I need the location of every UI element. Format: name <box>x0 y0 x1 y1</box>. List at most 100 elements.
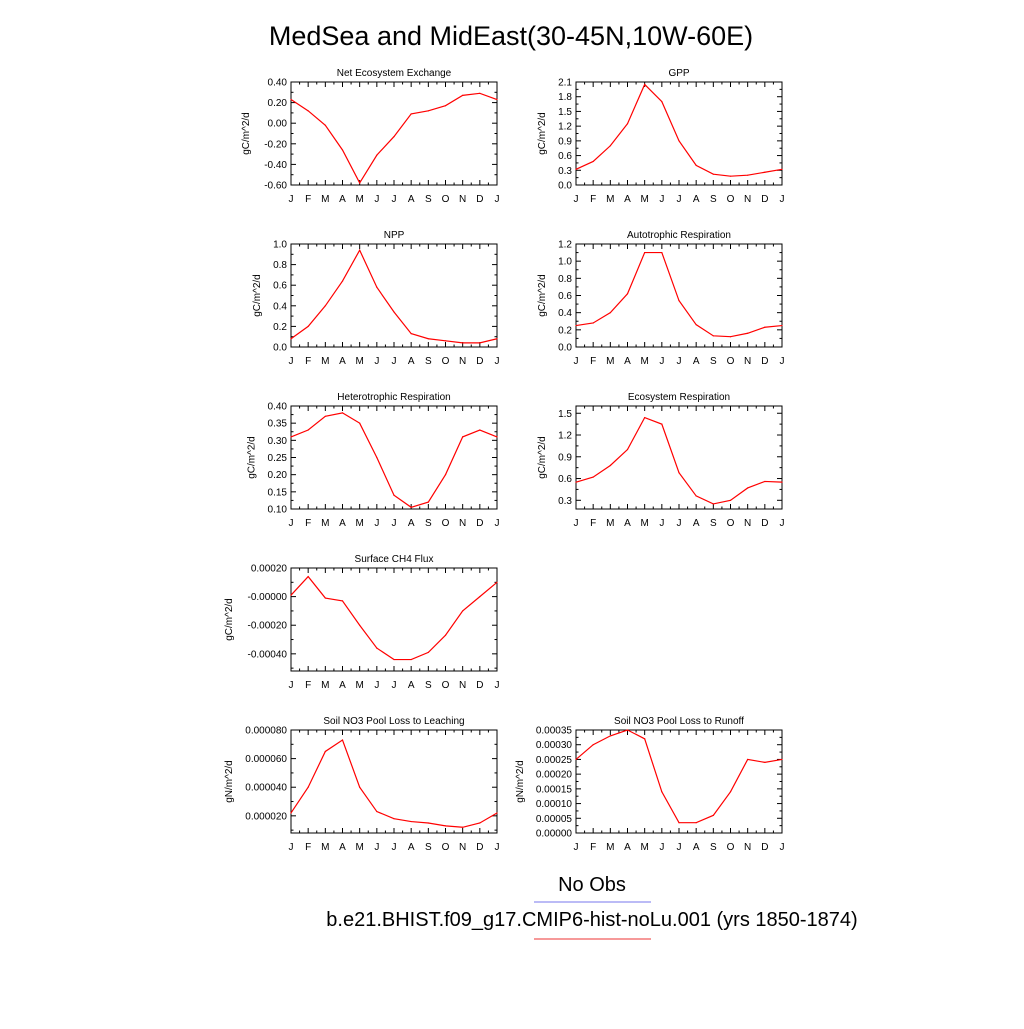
x-tick-label: N <box>459 356 466 367</box>
series-line <box>290 739 498 828</box>
y-tick-label: 0.35 <box>268 419 288 430</box>
y-tick-label: 0.000060 <box>245 754 287 765</box>
data-point <box>764 171 766 173</box>
y-tick-label: 0.00 <box>268 119 288 130</box>
x-tick-label: J <box>780 356 785 367</box>
x-tick-label: M <box>321 518 329 529</box>
x-tick-label: J <box>392 842 397 853</box>
y-tick-label: 1.2 <box>558 122 572 133</box>
x-tick-label: J <box>374 194 379 205</box>
y-tick-label: 0.3 <box>558 496 572 507</box>
x-tick-label: M <box>606 356 614 367</box>
y-tick-label: 1.5 <box>558 107 572 118</box>
x-tick-label: A <box>693 518 700 529</box>
y-tick-label: 0.2 <box>558 325 572 336</box>
panel-title: GPP <box>668 68 689 79</box>
y-tick-label: 0.00010 <box>536 799 573 810</box>
y-tick-label: 0.40 <box>268 402 288 413</box>
y-tick-label: 0.25 <box>268 453 288 464</box>
x-tick-label: F <box>305 518 311 529</box>
data-point <box>575 168 577 170</box>
x-tick-label: D <box>761 356 768 367</box>
x-tick-label: J <box>374 356 379 367</box>
x-tick-label: J <box>289 680 294 691</box>
data-point <box>712 173 714 175</box>
data-point <box>592 744 594 746</box>
data-point <box>307 786 309 788</box>
data-point <box>781 168 783 170</box>
y-tick-label: 0.00030 <box>536 740 573 751</box>
data-point <box>781 481 783 483</box>
x-tick-label: J <box>392 518 397 529</box>
x-tick-label: J <box>392 680 397 691</box>
data-point <box>341 412 344 414</box>
data-point <box>444 105 447 107</box>
x-tick-label: A <box>339 518 346 529</box>
data-point <box>290 98 292 101</box>
x-tick-label: J <box>780 842 785 853</box>
data-point <box>324 305 326 307</box>
data-point <box>307 429 309 431</box>
panel-title: Soil NO3 Pool Loss to Runoff <box>614 716 744 727</box>
x-tick-label: D <box>476 518 483 529</box>
y-tick-label: 0.00035 <box>536 726 573 737</box>
data-point <box>479 429 481 431</box>
data-point <box>410 333 412 335</box>
panel-frame <box>575 81 783 186</box>
data-point <box>376 810 378 813</box>
data-point <box>376 647 378 649</box>
panel-title: Net Ecosystem Exchange <box>337 68 452 79</box>
x-tick-label: D <box>761 518 768 529</box>
x-tick-label: M <box>355 194 363 205</box>
data-point <box>290 338 292 340</box>
y-axis-label: gC/m^2/d <box>241 112 252 155</box>
x-tick-label: N <box>459 518 466 529</box>
x-tick-label: S <box>425 194 432 205</box>
panel-frame <box>290 81 498 186</box>
x-tick-label: S <box>710 842 717 853</box>
y-axis-label: gC/m^2/d <box>537 112 548 155</box>
y-tick-label: 0.00020 <box>251 564 288 575</box>
data-point <box>661 423 663 425</box>
x-tick-label: M <box>355 356 363 367</box>
y-tick-label: 0.15 <box>268 487 288 498</box>
x-tick-label: F <box>305 194 311 205</box>
series-line <box>575 83 783 177</box>
panel-frame <box>575 729 783 834</box>
y-tick-label: -0.00020 <box>248 621 288 632</box>
y-tick-label: 0.00025 <box>536 755 573 766</box>
x-tick-label: F <box>305 680 311 691</box>
x-tick-label: J <box>289 356 294 367</box>
y-tick-label: 0.30 <box>268 436 288 447</box>
x-tick-label: J <box>574 356 579 367</box>
data-point <box>427 338 429 340</box>
x-tick-label: M <box>355 680 363 691</box>
data-point <box>410 506 412 508</box>
x-tick-label: J <box>495 518 500 529</box>
x-tick-label: S <box>425 518 432 529</box>
x-tick-label: F <box>305 356 311 367</box>
x-tick-label: J <box>495 356 500 367</box>
legend-obs-label: No Obs <box>558 874 626 896</box>
y-tick-label: -0.00000 <box>248 592 288 603</box>
x-tick-label: N <box>744 518 751 529</box>
x-tick-label: O <box>442 842 450 853</box>
data-point <box>444 474 447 476</box>
y-axis-label: gC/m^2/d <box>537 274 548 317</box>
y-tick-label: -0.20 <box>264 139 287 150</box>
x-tick-label: A <box>624 518 631 529</box>
x-tick-label: J <box>574 518 579 529</box>
x-tick-label: M <box>606 194 614 205</box>
x-tick-label: F <box>590 518 596 529</box>
data-point <box>341 149 344 151</box>
x-tick-label: J <box>659 842 664 853</box>
x-tick-label: J <box>289 518 294 529</box>
y-tick-label: 0.8 <box>273 260 287 271</box>
data-point <box>729 499 732 501</box>
data-point <box>575 481 577 483</box>
x-tick-label: M <box>606 842 614 853</box>
series-line <box>575 416 783 505</box>
